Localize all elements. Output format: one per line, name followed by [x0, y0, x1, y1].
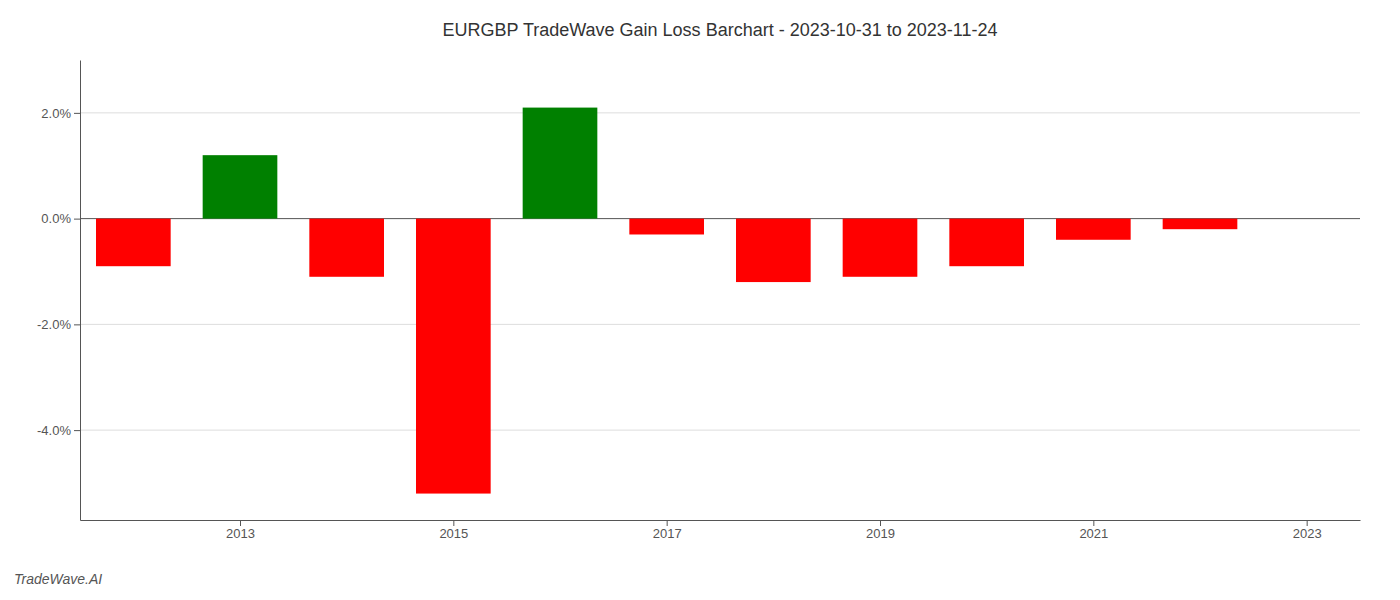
- tick-label: 2019: [866, 526, 895, 541]
- x-tick: 2013: [226, 520, 255, 541]
- tick-mark: [1307, 520, 1308, 526]
- title: EURGBP TradeWave Gain Loss Barchart - 20…: [443, 20, 998, 40]
- bar: [736, 219, 811, 282]
- tick-mark: [74, 113, 80, 114]
- tick-mark: [1093, 520, 1094, 526]
- bar: [203, 155, 278, 218]
- tick-mark: [240, 520, 241, 526]
- tick-label: 2.0%: [41, 106, 71, 121]
- y-tick: 0.0%: [41, 211, 80, 226]
- tick-mark: [453, 520, 454, 526]
- grid-line: [80, 112, 1360, 113]
- bar: [309, 219, 384, 277]
- bar: [523, 108, 598, 219]
- bar: [96, 219, 171, 267]
- tick-mark: [74, 324, 80, 325]
- tick-mark: [667, 520, 668, 526]
- tick-label: -2.0%: [37, 317, 71, 332]
- axis-line: [81, 520, 1361, 521]
- tick-mark: [880, 520, 881, 526]
- grid-line: [80, 324, 1360, 325]
- bars: [96, 108, 1237, 494]
- bar: [843, 219, 918, 277]
- y-tick: -4.0%: [37, 423, 80, 438]
- tick-label: 2021: [1079, 526, 1108, 541]
- tick-mark: [74, 430, 80, 431]
- x-axis: 2013 2015 2017 2019 2021 2023: [81, 520, 1361, 541]
- tick-label: 0.0%: [41, 211, 71, 226]
- x-tick: 2015: [439, 520, 468, 541]
- tick-label: 2023: [1293, 526, 1322, 541]
- y-axis: -4.0% -2.0% 0.0% 2.0%: [37, 61, 80, 521]
- bar: [629, 219, 704, 235]
- tick-label: 2015: [439, 526, 468, 541]
- chart: -4.0%-2.0%0.0%2.0%2013201520172019202120…: [0, 0, 1400, 600]
- bar: [949, 219, 1024, 267]
- tick-mark: [74, 219, 80, 220]
- tick-label: 2017: [653, 526, 682, 541]
- x-tick: 2023: [1293, 520, 1322, 541]
- watermark: TradeWave.AI: [14, 571, 102, 587]
- bar: [416, 219, 491, 494]
- tick-label: 2013: [226, 526, 255, 541]
- bar: [1163, 219, 1238, 230]
- x-tick: 2019: [866, 520, 895, 541]
- grid: [80, 113, 1360, 430]
- x-tick: 2017: [653, 520, 682, 541]
- y-tick: -2.0%: [37, 317, 80, 332]
- grid-line: [80, 430, 1360, 431]
- x-tick: 2021: [1079, 520, 1108, 541]
- axis-line: [80, 61, 81, 521]
- tick-label: -4.0%: [37, 423, 71, 438]
- y-tick: 2.0%: [41, 106, 80, 121]
- bar: [1056, 219, 1131, 240]
